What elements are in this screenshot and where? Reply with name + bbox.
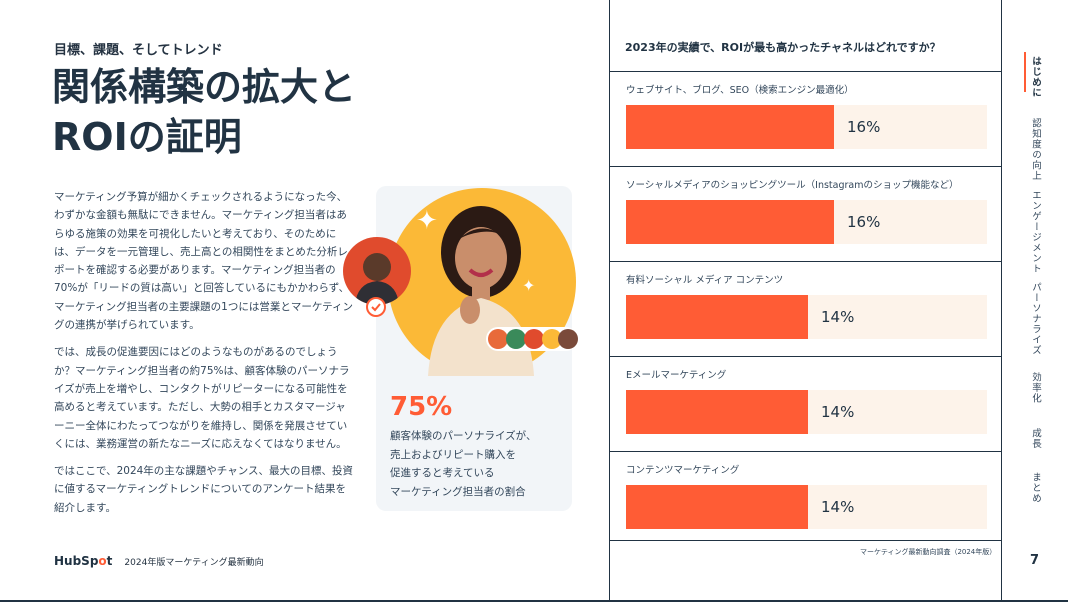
bar-value-label: 16% xyxy=(847,118,881,136)
body-copy: マーケティング予算が細かくチェックされるようになった今、わずかな金額も無駄にでき… xyxy=(54,188,356,526)
bar-row: コンテンツマーケティング 14% xyxy=(610,451,1001,547)
stat-desc-line: マーケティング担当者の割合 xyxy=(390,485,526,498)
page-number: 7 xyxy=(1030,553,1040,568)
avatar xyxy=(506,329,526,349)
bar-category-label: ウェブサイト、ブログ、SEO（検索エンジン最適化） xyxy=(626,85,854,96)
paragraph: ではここで、2024年の主な課題やチャンス、最大の目標、投資に値するマーケティン… xyxy=(54,465,353,514)
page-title: 関係構築の拡大と ROIの証明 xyxy=(52,62,412,162)
bar-track: 14% xyxy=(626,390,987,434)
nav-item[interactable]: まとめ xyxy=(1030,472,1041,504)
bottom-rule xyxy=(0,600,1068,602)
nav-item[interactable]: 認知度の向上 xyxy=(1030,118,1041,181)
bar-track: 16% xyxy=(626,200,987,244)
audience-avatars xyxy=(486,327,578,351)
bar-category-label: Eメールマーケティング xyxy=(626,370,727,381)
chart-bottom-rule xyxy=(610,540,1001,541)
stat-desc-line: 促進すると考えている xyxy=(390,467,495,479)
chart-panel: 2023年の実績で、ROIが最も高かったチャネルはどれですか？ ウェブサイト、ブ… xyxy=(610,0,1001,602)
bar-value-label: 14% xyxy=(821,308,855,326)
nav-item[interactable]: エンゲージメント xyxy=(1030,190,1041,274)
divider xyxy=(609,0,610,602)
active-nav-indicator xyxy=(1024,52,1026,92)
bar-category-label: コンテンツマーケティング xyxy=(626,465,740,476)
nav-item[interactable]: はじめに xyxy=(1030,56,1041,98)
stat-desc-line: 顧客体験のパーソナライズが、 xyxy=(390,430,537,442)
avatar xyxy=(524,329,544,349)
bar xyxy=(626,200,834,244)
paragraph: では、成長の促進要因にはどのようなものがあるのでしょうか？マーケティング担当者の… xyxy=(54,346,350,450)
footer: HubSpot 2024年版マーケティング最新動向 xyxy=(54,554,264,568)
bar-value-label: 14% xyxy=(821,498,855,516)
stat-description: 顧客体験のパーソナライズが、 売上およびリピート購入を 促進すると考えている マ… xyxy=(390,427,565,501)
bar-value-label: 16% xyxy=(847,213,881,231)
nav-item[interactable]: 効率化 xyxy=(1030,372,1041,404)
left-panel: 目標、課題、そしてトレンド 関係構築の拡大と ROIの証明 マーケティング予算が… xyxy=(52,43,578,568)
avatar xyxy=(488,329,508,349)
bar-row: ウェブサイト、ブログ、SEO（検索エンジン最適化） 16% xyxy=(610,71,1001,167)
stat-value: 75% xyxy=(390,392,453,422)
bar-track: 14% xyxy=(626,295,987,339)
nav-item[interactable]: 成長 xyxy=(1030,428,1041,449)
chart-source: マーケティング最新動向調査（2024年版） xyxy=(860,548,997,556)
nav-item[interactable]: パーソナライズ xyxy=(1030,282,1041,356)
stat-desc-line: 売上およびリピート購入を xyxy=(390,448,516,461)
bar xyxy=(626,295,808,339)
bar xyxy=(626,105,834,149)
bar-category-label: 有料ソーシャル メディア コンテンツ xyxy=(626,275,784,286)
check-icon xyxy=(366,297,386,317)
sparkle-icon: ✦ xyxy=(416,206,438,236)
side-nav: はじめに認知度の向上エンゲージメントパーソナライズ効率化成長まとめ 7 xyxy=(1002,0,1068,602)
bar-category-label: ソーシャルメディアのショッピングツール（Instagramのショップ機能など） xyxy=(626,180,959,191)
bar xyxy=(626,390,808,434)
bar xyxy=(626,485,808,529)
bar-track: 16% xyxy=(626,105,987,149)
divider xyxy=(1001,0,1002,602)
bar-row: 有料ソーシャル メディア コンテンツ 14% xyxy=(610,261,1001,357)
title-line-2: ROIの証明 xyxy=(52,115,242,159)
paragraph: マーケティング予算が細かくチェックされるようになった今、わずかな金額も無駄にでき… xyxy=(54,191,353,332)
bar-row: Eメールマーケティング 14% xyxy=(610,356,1001,452)
man-avatar-photo xyxy=(343,237,411,305)
title-line-1: 関係構築の拡大と xyxy=(52,65,357,109)
section-kicker: 目標、課題、そしてトレンド xyxy=(54,43,223,58)
report-name: 2024年版マーケティング最新動向 xyxy=(124,557,264,568)
avatar xyxy=(558,329,578,349)
hubspot-logo: HubSpot xyxy=(54,554,113,568)
bar-track: 14% xyxy=(626,485,987,529)
avatar xyxy=(542,329,562,349)
chart-title: 2023年の実績で、ROIが最も高かったチャネルはどれですか？ xyxy=(625,41,941,54)
sparkle-icon: ✦ xyxy=(522,276,536,295)
bar-value-label: 14% xyxy=(821,403,855,421)
bar-row: ソーシャルメディアのショッピングツール（Instagramのショップ機能など） 1… xyxy=(610,166,1001,262)
woman-portrait-photo xyxy=(428,206,534,376)
